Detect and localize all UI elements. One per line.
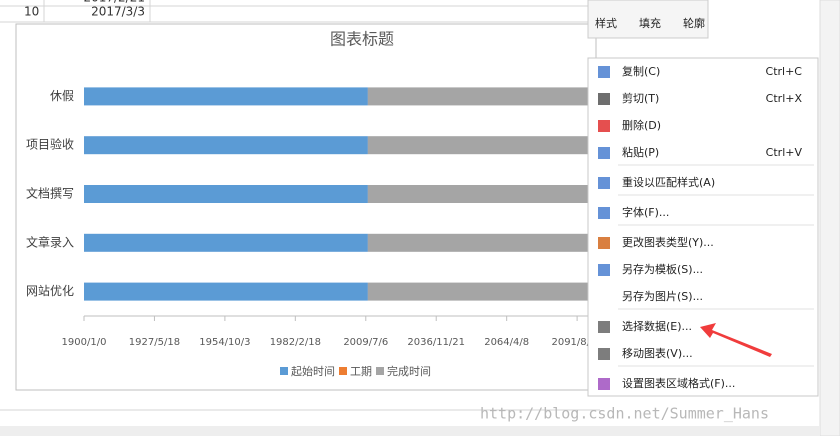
legend-label: 起始时间 bbox=[291, 364, 335, 378]
bar bbox=[84, 87, 368, 106]
menu-icon bbox=[598, 120, 610, 132]
menu-item[interactable]: 字体(F)... bbox=[622, 205, 669, 219]
cell: 2017/3/3 bbox=[91, 5, 145, 19]
toolbar-button[interactable]: 填充 bbox=[639, 16, 661, 30]
status-bar bbox=[0, 426, 820, 436]
menu-shortcut: Ctrl+V bbox=[766, 146, 803, 159]
toolbar bbox=[587, 0, 709, 39]
x-tick-label: 1927/5/18 bbox=[129, 337, 180, 348]
toolbar-button[interactable]: 轮廓 bbox=[683, 16, 705, 30]
sheet-grid bbox=[0, 0, 600, 411]
menu-item[interactable]: 删除(D) bbox=[622, 118, 661, 132]
menu-icon bbox=[598, 348, 610, 360]
x-tick-label: 2009/7/6 bbox=[343, 337, 388, 348]
y-tick-label: 项目验收 bbox=[26, 137, 74, 152]
menu-icon bbox=[598, 66, 610, 78]
menu-item[interactable]: 另存为图片(S)... bbox=[622, 289, 703, 303]
menu-icon bbox=[598, 207, 610, 219]
row-number: 10 bbox=[24, 5, 39, 19]
menu-item[interactable]: 复制(C) bbox=[622, 64, 660, 78]
menu-shortcut: Ctrl+C bbox=[766, 65, 803, 78]
menu-item[interactable]: 选择数据(E)... bbox=[622, 319, 692, 333]
bar bbox=[84, 185, 368, 203]
menu-icon bbox=[598, 177, 610, 189]
menu-icon bbox=[598, 147, 610, 159]
menu-item[interactable]: 移动图表(V)... bbox=[622, 346, 693, 360]
chart-title: 图表标题 bbox=[330, 30, 394, 49]
red-arrow bbox=[700, 323, 772, 357]
legend-swatch bbox=[376, 367, 384, 375]
side-panel bbox=[819, 0, 840, 436]
legend-label: 完成时间 bbox=[387, 364, 431, 378]
y-tick-label: 文档撰写 bbox=[26, 186, 74, 201]
cell: 2017/2/21 bbox=[83, 0, 145, 5]
chart-area[interactable] bbox=[15, 23, 597, 391]
menu-item[interactable]: 另存为模板(S)... bbox=[622, 262, 703, 276]
x-tick-label: 1900/1/0 bbox=[62, 337, 107, 348]
bar bbox=[84, 282, 368, 301]
menu-item[interactable]: 粘贴(P) bbox=[622, 145, 659, 159]
y-tick-label: 休假 bbox=[50, 89, 74, 103]
menu-icon bbox=[598, 321, 610, 333]
menu-item[interactable]: 更改图表类型(Y)... bbox=[622, 235, 714, 249]
menu-item[interactable]: 设置图表区域格式(F)... bbox=[622, 376, 735, 390]
x-tick-label: 2091/8/25 bbox=[551, 337, 602, 348]
menu-icon bbox=[598, 264, 610, 276]
menu-shortcut: Ctrl+X bbox=[766, 92, 803, 105]
menu-icon bbox=[598, 378, 610, 390]
menu-panel bbox=[587, 57, 819, 397]
y-tick-label: 文章录入 bbox=[26, 234, 74, 249]
menu-icon bbox=[598, 93, 610, 105]
x-tick-label: 1982/2/18 bbox=[270, 337, 321, 348]
menu-item[interactable]: 剪切(T) bbox=[622, 91, 659, 105]
x-tick-label: 1954/10/3 bbox=[199, 337, 250, 348]
x-tick-label: 2036/11/21 bbox=[407, 337, 465, 348]
menu-icon bbox=[598, 291, 610, 303]
y-tick-label: 网站优化 bbox=[26, 284, 74, 298]
legend-swatch bbox=[339, 367, 347, 375]
toolbar-button[interactable]: 样式 bbox=[595, 16, 617, 30]
legend-label: 工期 bbox=[350, 365, 372, 378]
bar bbox=[84, 233, 368, 252]
legend-swatch bbox=[280, 367, 288, 375]
menu-icon bbox=[598, 237, 610, 249]
context-menu: 复制(C) Ctrl+C 剪切(T) Ctrl+X 删除(D) 粘贴(P) Ctrl+V 重设… bbox=[587, 57, 819, 397]
menu-item[interactable]: 重设以匹配样式(A) bbox=[622, 175, 715, 189]
x-tick-label: 2064/4/8 bbox=[484, 337, 529, 348]
bar bbox=[84, 136, 368, 155]
watermark: http://blog.csdn.net/Summer_Hans bbox=[480, 405, 769, 423]
